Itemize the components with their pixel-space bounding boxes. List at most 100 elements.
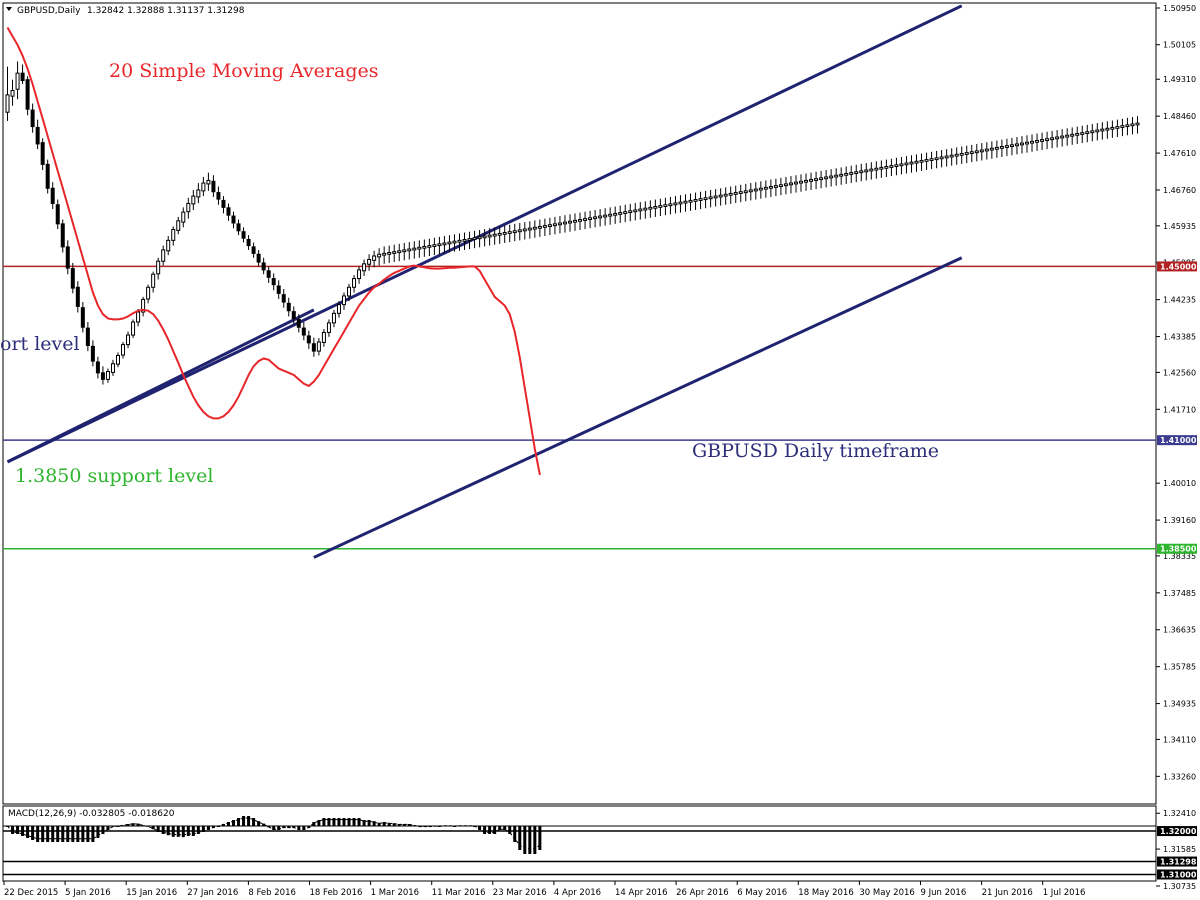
candle-body bbox=[432, 244, 437, 247]
candle-body bbox=[578, 219, 583, 222]
macd-bar bbox=[136, 823, 140, 826]
macd-bar bbox=[508, 826, 512, 834]
candle-body bbox=[457, 239, 462, 243]
macd-bar bbox=[337, 818, 341, 826]
candle-body bbox=[326, 322, 331, 333]
candle-body bbox=[110, 363, 115, 373]
macd-bar bbox=[31, 826, 35, 840]
candle-body bbox=[562, 221, 567, 225]
candle-body bbox=[1075, 133, 1080, 136]
candle-body bbox=[261, 262, 266, 271]
candle-body bbox=[904, 162, 909, 166]
candle-body bbox=[387, 252, 392, 255]
candle-body bbox=[427, 245, 432, 248]
candle-body bbox=[653, 205, 658, 209]
candle-body bbox=[924, 159, 929, 162]
macd-bar bbox=[282, 826, 286, 828]
candle-body bbox=[196, 189, 201, 198]
candle-body bbox=[311, 343, 316, 352]
candle-body bbox=[573, 219, 578, 223]
level-tags: 1.45000 1.41000 1.38500 1.32000 1.31298 1.310… bbox=[1157, 261, 1197, 880]
macd-bar bbox=[483, 826, 487, 834]
candle-body bbox=[618, 212, 623, 215]
macd-bar bbox=[513, 826, 517, 842]
macd-bar bbox=[16, 826, 20, 834]
candle-body bbox=[186, 202, 191, 213]
y-tick-label: 1.31585 bbox=[1163, 845, 1196, 854]
macd-bar bbox=[226, 822, 230, 826]
candle-body bbox=[191, 195, 196, 205]
candle-body bbox=[678, 201, 683, 205]
candle-body bbox=[557, 222, 562, 226]
candle-body bbox=[281, 294, 286, 303]
candle-body bbox=[452, 240, 457, 244]
candle-body bbox=[844, 172, 849, 176]
candle-body bbox=[934, 157, 939, 161]
macd-bar bbox=[407, 824, 411, 826]
candle-body bbox=[50, 187, 55, 204]
candle-body bbox=[783, 183, 788, 187]
candle-body bbox=[728, 192, 733, 196]
y-tick-label: 1.43385 bbox=[1163, 333, 1196, 342]
candle-body bbox=[527, 227, 532, 231]
macd-bar bbox=[166, 826, 170, 836]
candle-body bbox=[517, 229, 522, 233]
macd-bar bbox=[131, 823, 135, 826]
macd-bar bbox=[46, 826, 50, 842]
candle-body bbox=[1085, 131, 1090, 135]
y-tick-label: 1.30735 bbox=[1163, 882, 1196, 891]
candle-body bbox=[35, 126, 40, 145]
candle-body bbox=[909, 161, 914, 165]
y-tick-label: 1.39160 bbox=[1163, 516, 1196, 525]
y-tick-label: 1.46760 bbox=[1163, 186, 1196, 195]
candle-body bbox=[859, 170, 864, 174]
macd-bar bbox=[242, 816, 246, 826]
macd-bar bbox=[196, 826, 200, 834]
candle-body bbox=[673, 202, 678, 206]
macd-bar bbox=[317, 820, 321, 826]
candle-body bbox=[693, 199, 698, 202]
candle-body bbox=[643, 207, 648, 211]
candle-body bbox=[146, 286, 151, 300]
candle-body bbox=[90, 345, 95, 362]
candle-body bbox=[30, 109, 35, 128]
candle-body bbox=[1040, 139, 1045, 142]
candle-body bbox=[1115, 126, 1120, 129]
candle-body bbox=[884, 166, 889, 169]
candle-body bbox=[176, 220, 181, 231]
candle-body bbox=[1050, 137, 1055, 141]
x-tick-label: 18 Feb 2016 bbox=[310, 888, 363, 898]
candle-body bbox=[542, 225, 547, 228]
candle-body bbox=[80, 307, 85, 328]
candle-body bbox=[537, 225, 542, 229]
macd-bar bbox=[101, 826, 105, 834]
candle-body bbox=[442, 242, 447, 246]
macd-bar bbox=[322, 818, 326, 826]
x-tick-label: 9 Jun 2016 bbox=[921, 888, 967, 898]
candle-body bbox=[959, 153, 964, 156]
candle-body bbox=[100, 372, 105, 380]
candle-body bbox=[819, 177, 824, 181]
candle-body bbox=[703, 197, 708, 201]
candle-body bbox=[834, 174, 839, 178]
candle-body bbox=[979, 149, 984, 153]
candle-body bbox=[849, 172, 854, 175]
dropdown-triangle-icon[interactable] bbox=[6, 7, 12, 11]
candle-body bbox=[392, 251, 397, 254]
candle-body bbox=[477, 236, 482, 240]
candle-body bbox=[799, 180, 804, 184]
horizontal-levels bbox=[3, 265, 1156, 876]
candle-body bbox=[301, 327, 306, 336]
candle-body bbox=[347, 286, 352, 297]
candle-body bbox=[713, 195, 718, 199]
x-tick-label: 8 Feb 2016 bbox=[248, 888, 296, 898]
macd-bar bbox=[342, 818, 346, 826]
level-tag-label: 1.41000 bbox=[1160, 436, 1197, 445]
candle-body bbox=[698, 198, 703, 201]
candle-body bbox=[1045, 138, 1050, 141]
candle-body bbox=[1070, 133, 1075, 137]
candle-body bbox=[507, 231, 512, 234]
price-pane-frame bbox=[2, 2, 1157, 805]
x-tick-label: 22 Dec 2015 bbox=[4, 888, 58, 898]
x-tick-label: 1 Mar 2016 bbox=[371, 888, 419, 898]
